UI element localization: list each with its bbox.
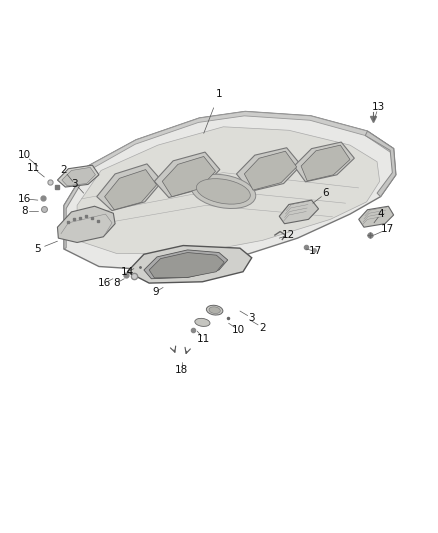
Text: 10: 10 [18, 150, 31, 160]
Text: 9: 9 [152, 287, 159, 297]
Polygon shape [64, 166, 89, 249]
Text: 13: 13 [372, 102, 385, 112]
Text: 11: 11 [27, 163, 40, 173]
Text: 2: 2 [61, 165, 67, 175]
Polygon shape [359, 206, 394, 227]
Polygon shape [162, 157, 215, 197]
Text: 1: 1 [215, 89, 223, 99]
Text: 8: 8 [113, 278, 120, 288]
Text: 8: 8 [21, 206, 28, 216]
Polygon shape [62, 167, 95, 185]
Ellipse shape [196, 179, 251, 204]
Polygon shape [237, 148, 301, 191]
Text: 16: 16 [18, 194, 32, 204]
Polygon shape [244, 151, 297, 190]
Text: 17: 17 [308, 246, 321, 256]
Polygon shape [365, 131, 396, 197]
Text: 3: 3 [248, 313, 255, 323]
Polygon shape [64, 111, 396, 271]
Ellipse shape [191, 174, 256, 208]
Text: 17: 17 [381, 224, 394, 235]
Text: 16: 16 [98, 278, 111, 288]
Text: 12: 12 [282, 230, 296, 240]
Polygon shape [301, 145, 350, 181]
Polygon shape [149, 253, 224, 278]
Polygon shape [127, 246, 252, 283]
Text: 5: 5 [35, 244, 41, 254]
Polygon shape [57, 165, 99, 187]
Polygon shape [154, 152, 220, 198]
Ellipse shape [209, 307, 220, 313]
Text: 10: 10 [232, 325, 245, 335]
Text: 3: 3 [71, 179, 78, 189]
Polygon shape [77, 127, 380, 254]
Text: 6: 6 [323, 188, 329, 198]
Polygon shape [105, 169, 156, 210]
Text: 2: 2 [259, 322, 266, 333]
Polygon shape [57, 206, 115, 243]
Text: 11: 11 [197, 334, 210, 344]
Polygon shape [97, 164, 162, 211]
Ellipse shape [206, 305, 223, 315]
Ellipse shape [195, 318, 210, 326]
Polygon shape [144, 250, 228, 279]
Text: 14: 14 [121, 266, 134, 277]
Polygon shape [279, 200, 318, 224]
Text: 4: 4 [377, 209, 384, 219]
Text: 18: 18 [175, 366, 188, 375]
Polygon shape [88, 111, 394, 171]
Polygon shape [294, 142, 354, 182]
